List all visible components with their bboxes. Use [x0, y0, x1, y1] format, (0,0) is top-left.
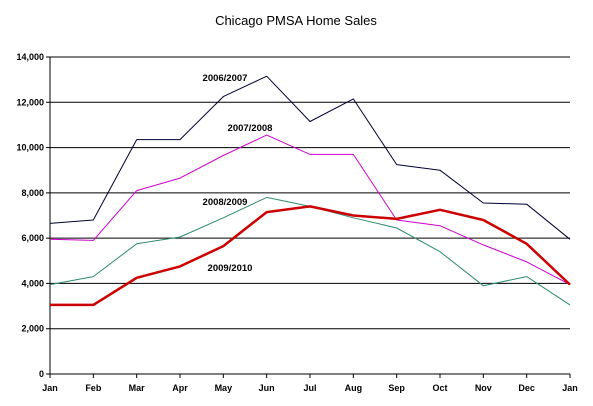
y-tick-label: 10,000: [16, 143, 44, 153]
x-tick-label: Jul: [303, 383, 316, 393]
x-tick-label: Nov: [475, 383, 492, 393]
y-tick-label: 0: [39, 369, 44, 379]
y-tick-label: 14,000: [16, 52, 44, 62]
series-label-2009-2010: 2009/2010: [208, 263, 253, 274]
x-tick-label: Jan: [562, 383, 578, 393]
x-tick-label: Jun: [259, 383, 275, 393]
series-lines: [49, 75, 571, 307]
series-labels: 2006/2007 2007/2008 2008/2009 2009/2010: [203, 73, 273, 274]
x-tick-label: Jan: [42, 383, 58, 393]
x-tick-label: Apr: [172, 383, 188, 393]
y-tick-label: 12,000: [16, 97, 44, 107]
x-tick-label: Dec: [518, 383, 535, 393]
y-tick-label: 2,000: [21, 324, 44, 334]
x-tick-label: Aug: [345, 383, 363, 393]
series-label-2007-2008: 2007/2008: [228, 123, 273, 134]
x-tick-label: May: [215, 383, 233, 393]
y-tick-label: 4,000: [21, 278, 44, 288]
x-tick-label: Feb: [85, 383, 102, 393]
y-tick-label: 6,000: [21, 233, 44, 243]
series-line-2007-2008: [49, 134, 571, 286]
gridlines: [50, 56, 570, 330]
x-tick-label: Mar: [129, 383, 146, 393]
chart-title: Chicago PMSA Home Sales: [215, 13, 377, 28]
series-label-2006-2007: 2006/2007: [203, 73, 248, 84]
x-tick-label: Sep: [388, 383, 405, 393]
series-line-2006-2007: [49, 75, 571, 240]
axes: 0 2,000 4,000 6,000 8,000 10,000 12,000 14,000 J…: [16, 52, 577, 393]
series-line-2009-2010: [50, 205, 571, 307]
series-label-2008-2009: 2008/2009: [203, 197, 248, 208]
x-tick-label: Oct: [432, 383, 447, 393]
y-tick-label: 8,000: [21, 188, 44, 198]
